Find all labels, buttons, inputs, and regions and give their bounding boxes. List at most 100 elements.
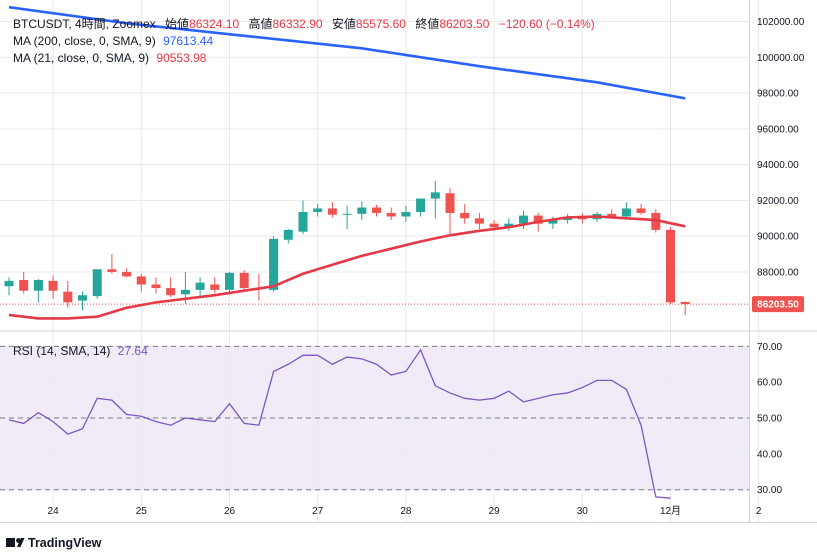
time-tick-label: 25 bbox=[136, 506, 148, 517]
close-label: 終値 bbox=[415, 16, 439, 31]
candle-body bbox=[651, 212, 661, 230]
candle bbox=[63, 280, 73, 308]
low-label: 安値 bbox=[332, 16, 356, 31]
tradingview-logo-icon bbox=[6, 538, 25, 547]
symbol-title[interactable]: BTCUSDT, 4時間, Zoomex bbox=[13, 17, 156, 31]
candle bbox=[460, 203, 470, 224]
candle bbox=[78, 291, 87, 311]
candle-body bbox=[489, 223, 499, 228]
candle bbox=[225, 271, 234, 294]
candle bbox=[4, 277, 14, 296]
candle-body bbox=[548, 220, 558, 224]
candle bbox=[210, 277, 220, 294]
time-tick-label: 12月 bbox=[660, 505, 681, 517]
candle-body bbox=[92, 269, 102, 297]
ma21-legend-label: MA (21, close, 0, SMA, 9) bbox=[13, 51, 149, 65]
brand-name: TradingView bbox=[28, 536, 102, 550]
candle bbox=[577, 212, 587, 224]
candle-body bbox=[372, 207, 381, 213]
candles bbox=[4, 180, 690, 316]
candle-body bbox=[151, 284, 161, 289]
ma21-legend[interactable]: MA (21, close, 0, SMA, 9) 90553.98 bbox=[13, 51, 207, 65]
candle bbox=[92, 269, 102, 299]
candle bbox=[386, 207, 396, 221]
candle bbox=[504, 218, 514, 231]
candle-body bbox=[401, 212, 411, 217]
candle-body bbox=[519, 215, 528, 224]
price-tag-label: 86203.50 bbox=[757, 300, 799, 311]
open-value: 86324.10 bbox=[189, 17, 239, 31]
rsi-tick-label: 70.00 bbox=[757, 342, 782, 353]
candle-body bbox=[666, 229, 675, 303]
price-tick-label: 90000.00 bbox=[757, 232, 799, 243]
candle bbox=[342, 205, 352, 230]
candle bbox=[621, 202, 631, 219]
time-axis[interactable]: 24 25 26 27 28 29 30 12月 2 bbox=[48, 505, 762, 517]
candle bbox=[166, 277, 176, 298]
candle bbox=[474, 212, 484, 230]
candle-body bbox=[19, 280, 29, 291]
candle bbox=[283, 229, 293, 244]
price-tick-label: 96000.00 bbox=[757, 124, 799, 135]
rsi-tick-label: 50.00 bbox=[757, 414, 782, 425]
candle-body bbox=[474, 218, 484, 224]
candle-body bbox=[327, 208, 337, 215]
time-tick-label: 30 bbox=[577, 506, 589, 517]
candle-body bbox=[4, 280, 14, 287]
svg-text:BTCUSDT, 4時間, Zoomex 始値8: BTCUSDT, 4時間, Zoomex 始値86324.10 高値86332.… bbox=[13, 16, 595, 31]
candle bbox=[416, 198, 426, 217]
price-tick-label: 98000.00 bbox=[757, 89, 799, 100]
candle-body bbox=[122, 271, 132, 277]
price-tick-label: 92000.00 bbox=[757, 196, 799, 207]
rsi-tick-label: 60.00 bbox=[757, 378, 782, 389]
candle bbox=[313, 203, 323, 217]
candle bbox=[666, 227, 675, 305]
candle bbox=[680, 301, 690, 316]
candle-body bbox=[416, 198, 426, 213]
candle-body bbox=[225, 272, 234, 290]
candle-body bbox=[239, 272, 249, 289]
candle bbox=[122, 268, 132, 278]
tradingview-brand[interactable]: TradingView bbox=[6, 536, 102, 550]
candle bbox=[430, 180, 440, 219]
open-label: 始値 bbox=[165, 16, 189, 31]
low-value: 85575.60 bbox=[356, 17, 406, 31]
candle bbox=[445, 187, 455, 237]
candle-body bbox=[460, 212, 470, 219]
candle-body bbox=[78, 295, 87, 301]
rsi-axis[interactable]: 30.00 40.00 50.00 60.00 70.00 bbox=[757, 342, 782, 496]
time-tick-label: 24 bbox=[48, 506, 60, 517]
rsi-guide-lines bbox=[0, 345, 749, 491]
candle-body bbox=[504, 223, 514, 228]
rsi-legend-label: RSI (14, SMA, 14) bbox=[13, 344, 110, 358]
candle-body bbox=[621, 208, 631, 217]
candle bbox=[19, 271, 29, 294]
price-axis[interactable]: 88000.00 90000.00 92000.00 94000.00 96000.00… bbox=[757, 17, 805, 278]
ma200-legend-value: 97613.44 bbox=[163, 34, 213, 48]
rsi-line bbox=[8, 348, 671, 499]
candle bbox=[327, 202, 337, 218]
candle-body bbox=[195, 282, 205, 290]
candle-body bbox=[445, 193, 455, 213]
time-tick-label: 2 bbox=[756, 506, 762, 517]
candle bbox=[151, 277, 161, 294]
candle bbox=[136, 273, 146, 292]
candle-body bbox=[386, 212, 396, 217]
high-label: 高値 bbox=[248, 16, 272, 31]
candle-body bbox=[357, 207, 367, 214]
price-tick-label: 100000.00 bbox=[757, 53, 805, 64]
price-tick-label: 94000.00 bbox=[757, 160, 799, 171]
candle bbox=[372, 204, 381, 217]
ma21-legend-value: 90553.98 bbox=[156, 51, 206, 65]
rsi-legend[interactable]: RSI (14, SMA, 14) 27.64 bbox=[13, 344, 148, 358]
candle bbox=[636, 203, 646, 215]
candle-body bbox=[180, 289, 190, 295]
ma200-legend[interactable]: MA (200, close, 0, SMA, 9) 97613.44 bbox=[13, 34, 213, 48]
candle-body bbox=[33, 280, 43, 291]
candle bbox=[33, 279, 43, 303]
time-tick-label: 26 bbox=[224, 506, 236, 517]
candle bbox=[195, 277, 205, 298]
candle-body bbox=[136, 276, 146, 285]
time-tick-label: 29 bbox=[489, 506, 501, 517]
